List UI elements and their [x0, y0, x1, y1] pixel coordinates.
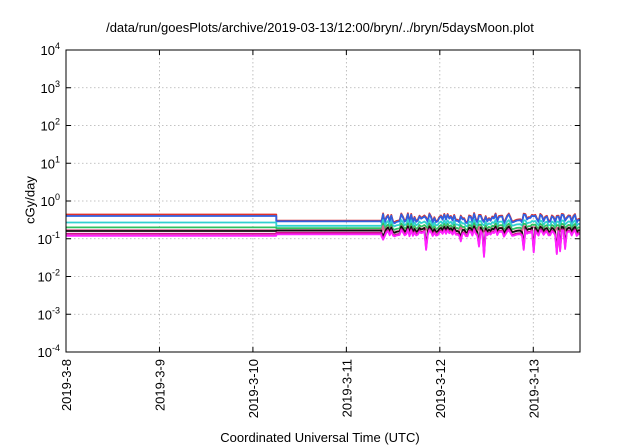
y-tick-label: 101	[41, 154, 60, 171]
y-tick-label: 10-2	[38, 268, 60, 285]
x-axis-ticks: 2019-3-8 2019-3-9 2019-3-10 2019-3-11 2019-3…	[59, 50, 541, 418]
y-tick-label: 10-3	[38, 305, 60, 322]
series-line	[66, 213, 581, 225]
x-tick-label: 2019-3-10	[246, 359, 261, 418]
x-axis-label: Coordinated Universal Time (UTC)	[220, 430, 420, 445]
y-tick-label: 104	[41, 41, 60, 58]
y-tick-label: 103	[41, 79, 60, 96]
x-tick-label: 2019-3-9	[152, 359, 167, 411]
y-tick-label: 100	[41, 192, 60, 209]
series-line	[66, 228, 581, 258]
y-tick-label: 102	[41, 117, 60, 134]
y-tick-label: 10-1	[38, 230, 60, 247]
y-tick-label: 10-4	[38, 343, 60, 360]
chart-title: /data/run/goesPlots/archive/2019-03-13/1…	[106, 20, 534, 35]
y-axis-ticks: 10-4 10-3 10-2 10-1 100 101 102 103 104	[38, 41, 580, 360]
grid-lines	[66, 50, 580, 352]
x-tick-label: 2019-3-13	[526, 359, 541, 418]
data-series	[66, 212, 581, 258]
x-tick-label: 2019-3-11	[339, 359, 354, 417]
x-tick-label: 2019-3-12	[433, 359, 448, 418]
x-tick-label: 2019-3-8	[59, 359, 74, 411]
